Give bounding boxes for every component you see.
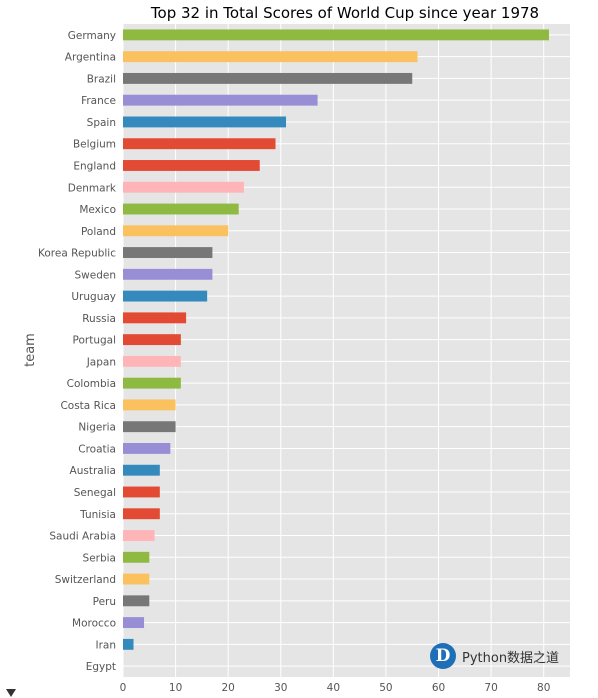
y-tick-label: Korea Republic (38, 248, 116, 260)
bar-uruguay (123, 290, 208, 302)
y-tick-label: Serbia (83, 552, 116, 564)
x-tick-label: 80 (537, 682, 550, 694)
bar-morocco (123, 617, 145, 629)
bar-costa-rica (123, 399, 176, 411)
x-tick-label: 50 (379, 682, 392, 694)
y-tick-label: Tunisia (79, 509, 116, 521)
bar-switzerland (123, 573, 150, 585)
bar-korea-republic (123, 247, 213, 258)
bar-serbia (123, 551, 150, 563)
y-tick-label: Brazil (87, 73, 116, 85)
watermark-text: Python数据之道 (462, 650, 560, 666)
x-tick-labels: 0 10 20 30 40 50 60 70 80 (120, 682, 551, 694)
y-tick-label: Japan (86, 356, 116, 368)
x-tick-label: 40 (327, 682, 340, 694)
bar-senegal (123, 486, 160, 498)
y-tick-label: Germany (68, 30, 116, 42)
bar-russia (123, 312, 187, 324)
x-tick-label: 30 (274, 682, 287, 694)
bar-germany (123, 29, 549, 41)
bar-peru (123, 595, 150, 607)
watermark-logo-icon: D (430, 643, 456, 669)
y-tick-label: Portugal (73, 335, 117, 347)
y-tick-label: Mexico (79, 204, 116, 216)
y-tick-label: France (81, 95, 116, 107)
y-tick-label: Australia (70, 465, 116, 477)
y-tick-label: Belgium (73, 139, 116, 151)
x-tick-label: 10 (169, 682, 182, 694)
bar-england (123, 160, 260, 171)
y-tick-label: Switzerland (55, 574, 116, 586)
x-tick-label: 0 (120, 682, 127, 694)
bar-mexico (123, 203, 239, 215)
bar-japan (123, 355, 181, 367)
y-tick-label: Nigeria (78, 422, 116, 434)
bar-tunisia (123, 508, 160, 520)
x-tick-label: 70 (484, 682, 497, 694)
x-tick-label: 20 (221, 682, 234, 694)
bar-nigeria (123, 421, 176, 433)
bar-spain (123, 116, 287, 128)
bar-portugal (123, 334, 181, 346)
bar-argentina (123, 51, 418, 63)
bar-croatia (123, 443, 171, 454)
y-tick-label: Russia (82, 313, 116, 325)
y-tick-label: Iran (95, 639, 116, 651)
y-tick-label: Peru (93, 596, 116, 608)
y-tick-label: Costa Rica (60, 400, 116, 412)
y-tick-label: Uruguay (71, 291, 116, 303)
bar-poland (123, 225, 229, 237)
bar-colombia (123, 377, 181, 389)
y-tick-label: Saudi Arabia (49, 531, 116, 543)
bars-group (123, 29, 549, 650)
y-axis-label: team (23, 333, 38, 367)
y-tick-label: Colombia (67, 378, 116, 390)
bar-saudi-arabia (123, 530, 155, 541)
x-tick-label: 60 (432, 682, 445, 694)
bar-australia (123, 464, 160, 476)
chart-title: Top 32 in Total Scores of World Cup sinc… (150, 4, 539, 22)
y-tick-label: Argentina (65, 52, 116, 64)
bar-belgium (123, 138, 276, 150)
triangle-down-icon (6, 689, 16, 697)
bar-iran (123, 638, 134, 650)
bar-sweden (123, 268, 213, 280)
y-tick-label: Spain (87, 117, 116, 129)
y-tick-label: Croatia (78, 443, 116, 455)
y-tick-label: Sweden (75, 269, 117, 281)
bar-denmark (123, 181, 244, 193)
y-tick-label: Senegal (74, 487, 116, 499)
bar-brazil (123, 72, 413, 84)
plot-area (123, 24, 570, 677)
y-tick-label: Poland (81, 226, 116, 238)
bar-france (123, 94, 318, 106)
y-tick-label: England (73, 160, 116, 172)
y-tick-label: Egypt (86, 661, 116, 673)
y-tick-label: Denmark (68, 182, 117, 194)
y-tick-label: Morocco (72, 618, 116, 630)
watermark: D Python数据之道 (430, 643, 559, 669)
y-tick-labels: Germany Argentina Brazil France Spain Belgium… (38, 30, 117, 673)
